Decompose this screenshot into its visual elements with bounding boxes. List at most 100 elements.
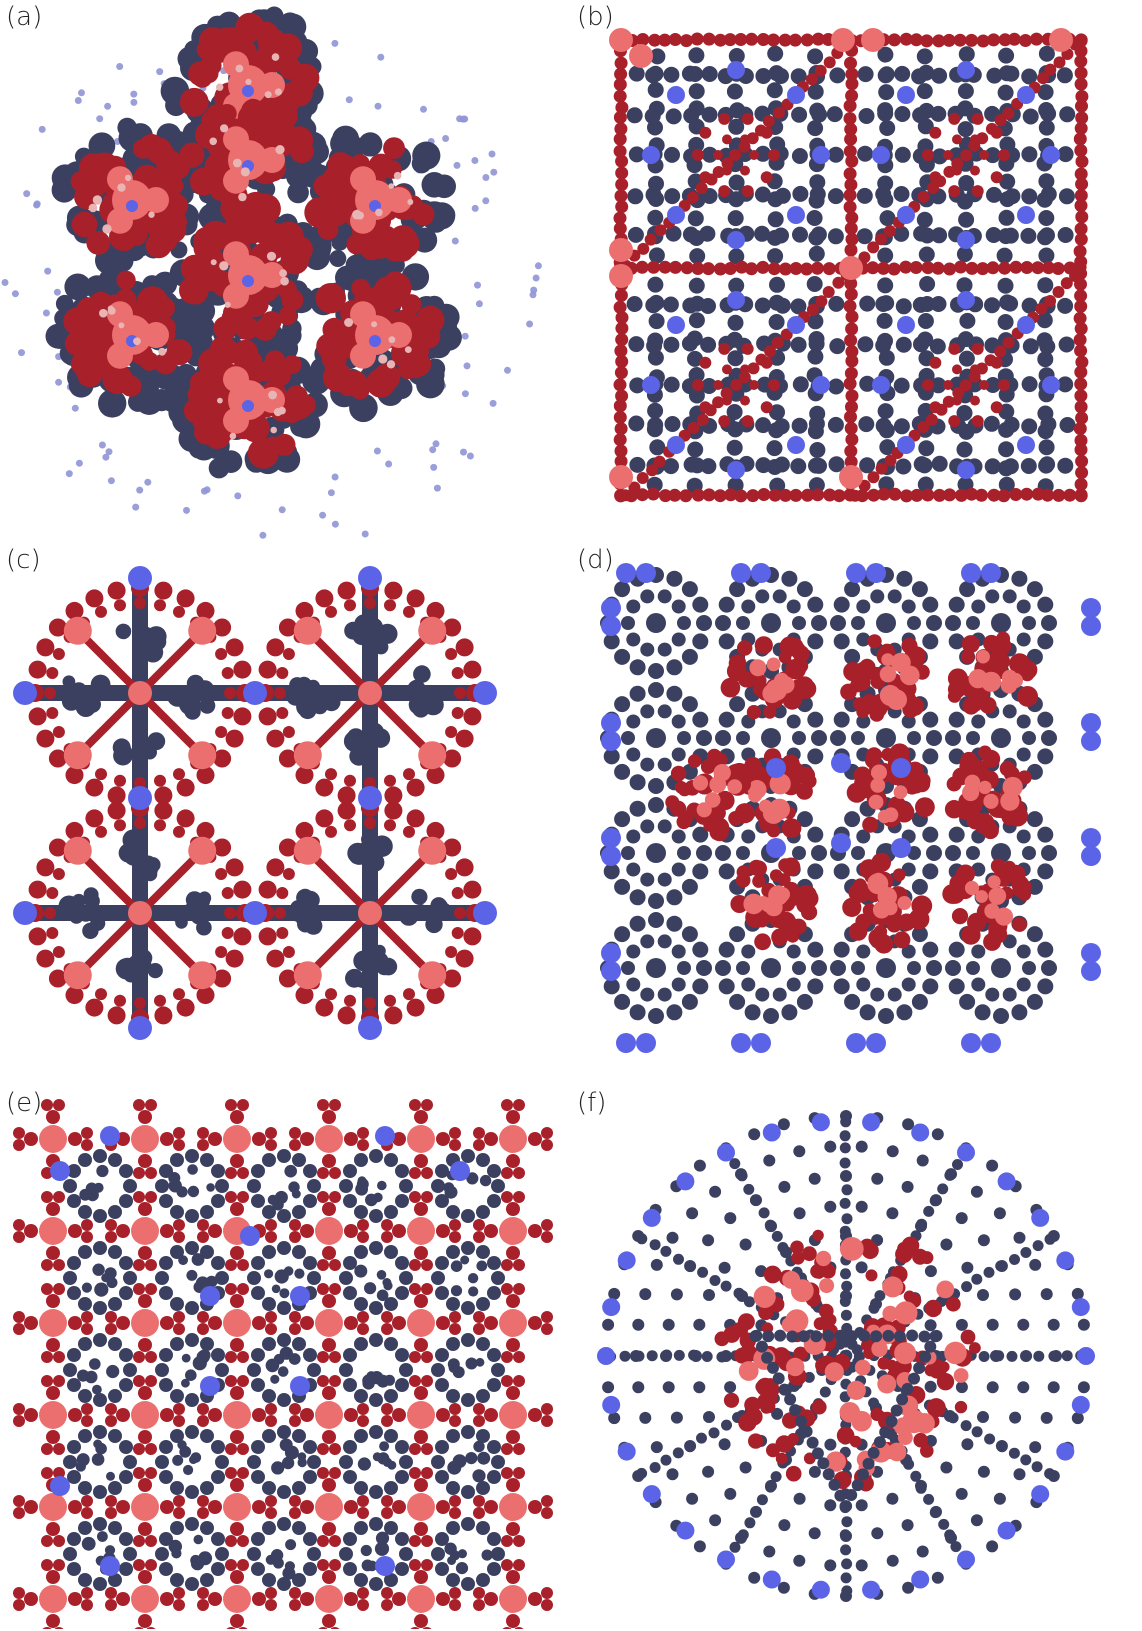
atom xyxy=(984,458,1001,475)
atom xyxy=(957,100,974,117)
atom xyxy=(626,107,643,124)
atom xyxy=(75,459,83,467)
atom xyxy=(473,1495,485,1507)
atom xyxy=(339,1455,353,1469)
atom xyxy=(52,726,65,738)
atom xyxy=(221,667,234,679)
atom xyxy=(648,33,662,47)
atom xyxy=(856,632,871,647)
atom xyxy=(421,172,448,198)
atom xyxy=(970,1185,983,1198)
atom xyxy=(671,714,686,729)
atom xyxy=(677,731,691,745)
atom xyxy=(827,228,844,245)
atom xyxy=(330,1627,340,1629)
atom xyxy=(258,880,277,899)
atom xyxy=(211,1256,225,1270)
atom xyxy=(247,1547,261,1561)
atom xyxy=(173,1415,185,1427)
atom xyxy=(369,1149,383,1163)
atom xyxy=(839,1529,851,1541)
atom xyxy=(284,78,313,107)
atom xyxy=(173,1507,185,1519)
atom xyxy=(409,1191,421,1203)
atom xyxy=(718,978,735,995)
atom xyxy=(200,1337,214,1351)
atom xyxy=(258,927,277,946)
atom xyxy=(65,986,84,1005)
atom xyxy=(197,1507,209,1519)
atom xyxy=(868,1397,880,1409)
atom xyxy=(1074,488,1088,502)
atom xyxy=(957,61,975,79)
atom xyxy=(28,660,47,679)
atom xyxy=(844,410,857,424)
atom xyxy=(753,1285,776,1308)
atom xyxy=(247,1363,261,1377)
atom xyxy=(211,1348,225,1362)
atom xyxy=(858,479,871,492)
atom xyxy=(874,934,894,954)
atom xyxy=(692,379,704,391)
atom xyxy=(688,83,705,100)
atom xyxy=(446,1205,460,1219)
atom xyxy=(1007,32,1021,46)
atom xyxy=(230,1154,244,1168)
atom xyxy=(990,401,1003,414)
atom xyxy=(357,1403,369,1415)
atom xyxy=(41,1099,53,1111)
atom xyxy=(841,1213,853,1225)
atom xyxy=(931,1128,944,1141)
atom xyxy=(653,455,666,468)
atom xyxy=(289,1323,301,1335)
atom xyxy=(1074,344,1088,358)
atom xyxy=(781,1004,798,1021)
atom xyxy=(647,276,664,293)
atom xyxy=(629,377,646,394)
atom xyxy=(257,220,281,244)
atom xyxy=(277,1366,289,1377)
atom xyxy=(971,1426,983,1438)
atom xyxy=(316,333,341,359)
atom xyxy=(867,471,880,484)
atom xyxy=(626,599,641,614)
atom xyxy=(41,1351,53,1363)
atom xyxy=(384,1006,403,1025)
atom xyxy=(861,1241,879,1259)
atom xyxy=(67,1470,81,1484)
atom xyxy=(357,1457,371,1471)
atom xyxy=(304,197,336,228)
atom xyxy=(1060,277,1073,290)
atom xyxy=(67,1164,81,1178)
atom xyxy=(435,1194,449,1208)
atom xyxy=(1075,466,1089,480)
atom xyxy=(371,321,378,328)
atom xyxy=(901,1180,914,1193)
atom xyxy=(303,1562,317,1576)
atom xyxy=(983,1266,995,1278)
atom xyxy=(728,654,747,672)
atom xyxy=(961,925,981,945)
panel-f: (f) xyxy=(571,1086,1142,1629)
atom xyxy=(476,1153,490,1167)
atom xyxy=(193,226,221,254)
atom xyxy=(280,245,310,275)
atom xyxy=(984,1433,996,1445)
atom xyxy=(504,366,511,374)
atom xyxy=(975,362,988,375)
atom xyxy=(769,276,785,293)
atom xyxy=(755,353,768,366)
atom xyxy=(384,581,403,600)
atom xyxy=(220,124,229,133)
atom xyxy=(807,826,824,843)
atom xyxy=(421,1191,433,1203)
atom xyxy=(247,1179,261,1193)
atom xyxy=(329,1259,341,1271)
atom xyxy=(709,776,727,793)
atom xyxy=(1074,121,1088,135)
atom xyxy=(357,1176,367,1185)
atom xyxy=(357,1127,369,1139)
atom xyxy=(756,260,770,274)
atom xyxy=(712,166,725,178)
atom xyxy=(91,1453,105,1466)
